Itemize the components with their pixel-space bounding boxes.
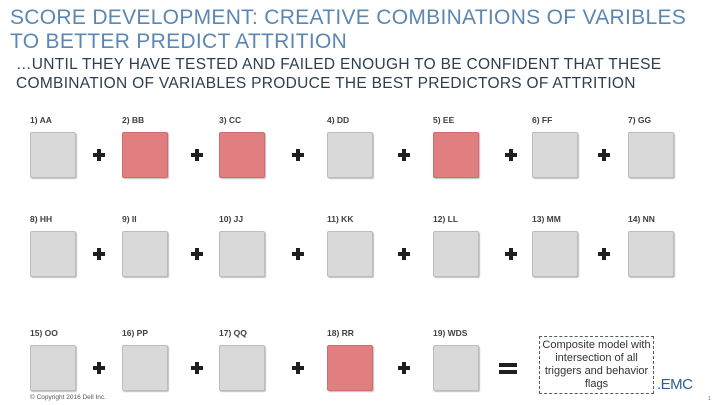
variable-label: 6) FF: [532, 115, 553, 125]
plus-icon: [292, 149, 304, 161]
variable-label: 18) RR: [327, 328, 354, 338]
plus-icon: [191, 248, 203, 260]
variable-box: [433, 231, 479, 277]
variable-box: [122, 345, 168, 391]
variable-label: 15) OO: [30, 328, 58, 338]
variable-label: 17) QQ: [219, 328, 247, 338]
variable-label: 16) PP: [122, 328, 148, 338]
plus-icon: [191, 362, 203, 374]
variable-box: [30, 345, 76, 391]
plus-icon: [191, 149, 203, 161]
variable-label: 11) KK: [327, 214, 354, 224]
plus-icon: [598, 149, 610, 161]
plus-icon: [398, 149, 410, 161]
variable-box-selected: [327, 345, 373, 391]
plus-icon: [292, 248, 304, 260]
copyright-text: © Copyright 2016 Dell Inc.: [30, 394, 106, 401]
plus-icon: [505, 248, 517, 260]
variable-label: 12) LL: [433, 214, 459, 224]
variable-label: 13) MM: [532, 214, 561, 224]
variable-box: [30, 231, 76, 277]
slide-subtitle: …UNTIL THEY HAVE TESTED AND FAILED ENOUG…: [16, 56, 662, 92]
variable-box: [219, 231, 265, 277]
plus-icon: [398, 362, 410, 374]
variable-box-selected: [122, 132, 168, 178]
variable-label: 9) II: [122, 214, 137, 224]
variable-label: 7) GG: [628, 115, 652, 125]
variable-label: 4) DD: [327, 115, 350, 125]
equals-icon: [499, 361, 517, 375]
variable-label: 5) EE: [433, 115, 455, 125]
variable-box-selected: [433, 132, 479, 178]
variable-box: [122, 231, 168, 277]
plus-icon: [93, 248, 105, 260]
plus-icon: [292, 362, 304, 374]
variable-label: 3) CC: [219, 115, 242, 125]
plus-icon: [93, 149, 105, 161]
plus-icon: [398, 248, 410, 260]
variable-label: 10) JJ: [219, 214, 244, 224]
variable-box-selected: [219, 132, 265, 178]
variable-box: [433, 345, 479, 391]
variable-box: [628, 132, 674, 178]
variable-box: [532, 231, 578, 277]
variable-label: 8) HH: [30, 214, 53, 224]
plus-icon: [598, 248, 610, 260]
page-number: 1: [708, 396, 712, 402]
slide-title: SCORE DEVELOPMENT: CREATIVE COMBINATIONS…: [10, 6, 687, 53]
variable-label: 19) WDS: [433, 328, 468, 338]
variable-box: [219, 345, 265, 391]
variable-box: [327, 132, 373, 178]
plus-icon: [93, 362, 105, 374]
variable-box: [532, 132, 578, 178]
variable-box: [327, 231, 373, 277]
plus-icon: [505, 149, 517, 161]
emc-logo: .EMC: [657, 376, 693, 393]
variable-box: [30, 132, 76, 178]
variable-box: [628, 231, 674, 277]
variable-label: 1) AA: [30, 115, 52, 125]
variable-label: 2) BB: [122, 115, 145, 125]
variable-label: 14) NN: [628, 214, 655, 224]
composite-model-box: Composite model with intersection of all…: [539, 336, 654, 394]
